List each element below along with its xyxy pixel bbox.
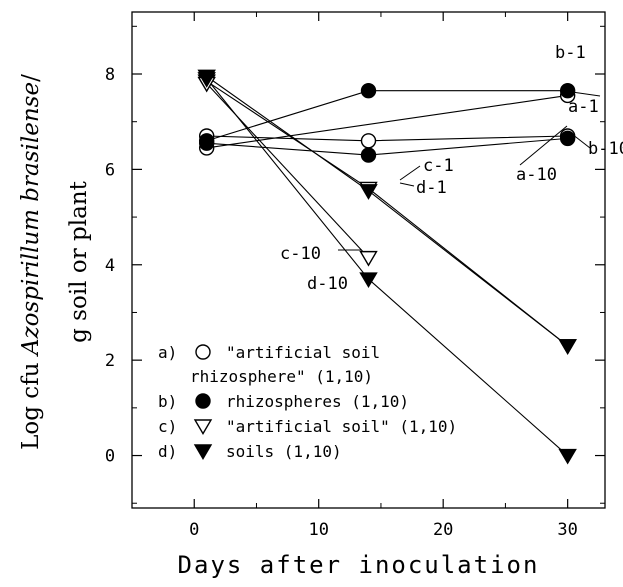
legend-letter: a) [158,343,177,362]
y-tick-label: 8 [105,65,115,85]
data-point-d-10 [359,272,378,289]
annotation-d-1: d-1 [416,178,447,198]
x-tick-label: 0 [189,520,199,540]
data-point-d-10 [197,72,216,88]
data-point-d-1 [558,339,577,355]
data-point-b-10 [360,147,377,163]
series-line-b-10 [206,137,568,156]
x-tick-label: 20 [433,520,453,540]
y-tick-label: 2 [105,351,115,371]
y-tick-label: 0 [105,447,115,467]
series-line-a-1 [206,94,568,149]
data-point-b-1 [360,82,377,99]
legend-marker-open-triangle [193,419,213,435]
annotation-leader [571,91,601,97]
annotation-c-10: c-10 [280,244,321,264]
annotation-c-1: c-1 [423,156,454,176]
annotation-b-1: b-1 [555,43,586,63]
y-axis-label-line2: g soil or plant [66,180,92,342]
legend-label: rhizospheres (1,10) [226,392,409,411]
data-point-d-10 [558,448,577,465]
data-point-a-10 [360,133,377,149]
x-tick-label: 10 [308,520,328,540]
y-axis-label: Log cfu Azospirillum brasilense/ [18,74,44,450]
data-point-b-10 [198,135,215,151]
data-point-b-1 [559,82,576,99]
data-point-c-10 [359,250,378,267]
x-axis-label: Days after inoculation [178,551,540,579]
legend-label: "artificial soil" (1,10) [226,417,457,436]
x-tick-label: 30 [557,520,577,540]
legend-marker-filled-circle [195,393,211,409]
annotation-leader [519,125,568,166]
annotation-a-1: a-1 [568,97,599,117]
legend-label: rhizosphere" (1,10) [190,367,373,386]
y-axis-label-part: Log cfu [18,355,44,450]
legend-label: soils (1,10) [226,442,342,461]
legend: a) "artificial soil rhizosphere" (1,10) b) r… [158,343,457,461]
annotation-leader [571,133,591,149]
legend-marker-filled-triangle [193,444,213,460]
y-axis-label-part: / [18,74,44,82]
y-axis-label-part: Azospirillum brasilense [18,82,44,357]
legend-label: "artificial soil [226,343,380,362]
annotation-a-10: a-10 [516,165,557,185]
series-line-c-1 [206,80,568,347]
data-point-b-10 [559,130,576,147]
series-line-b-1 [206,90,568,142]
y-tick-label: 6 [105,160,115,180]
annotation-b-10: b-10 [588,139,623,159]
plot-frame [131,11,606,509]
legend-marker-open-circle [195,344,211,360]
legend-letter: d) [158,442,177,461]
data-point-d-1 [359,184,378,200]
annotation-leader [399,165,421,181]
annotation-leader [399,182,415,187]
annotation-d-10: d-10 [307,274,348,294]
legend-letter: b) [158,392,177,411]
legend-letter: c) [158,417,177,436]
y-tick-label: 4 [105,256,115,276]
